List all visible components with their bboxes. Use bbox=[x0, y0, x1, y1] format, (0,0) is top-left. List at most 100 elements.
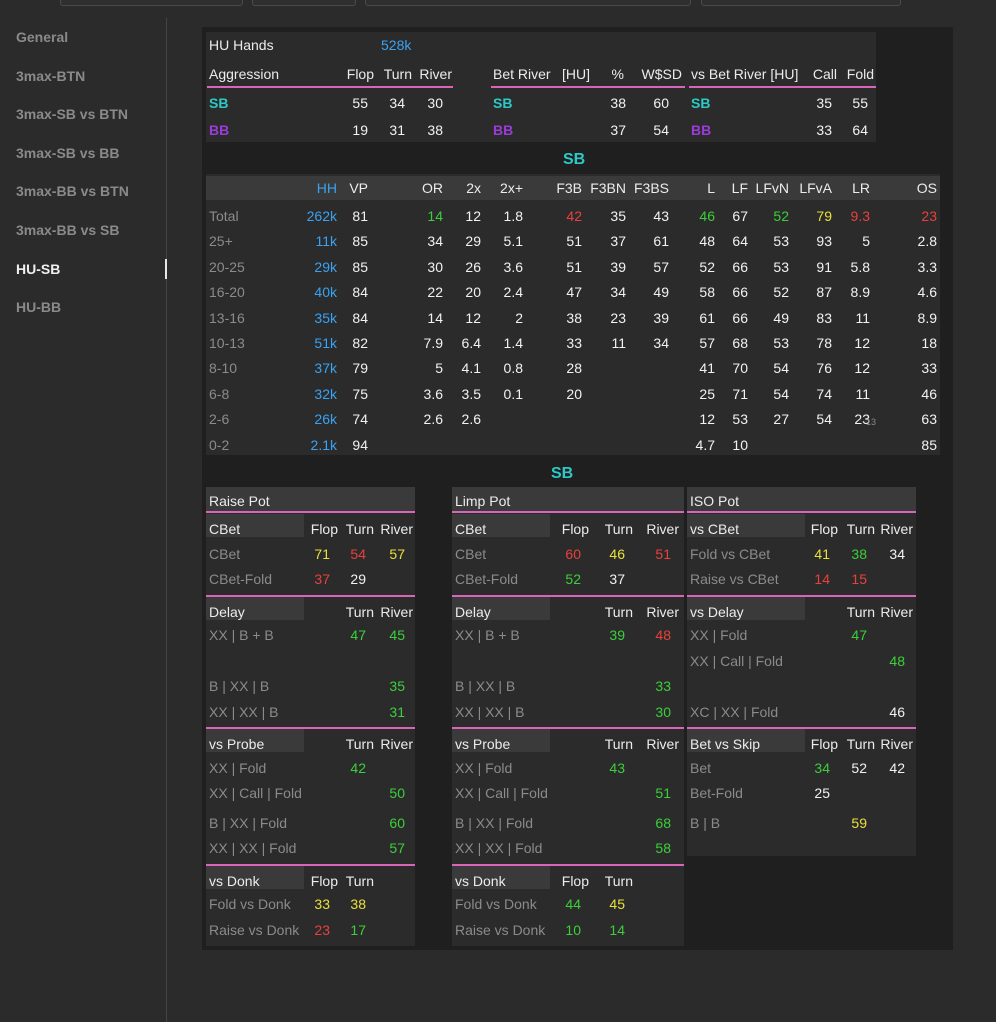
bet-river-bb-pct: 37 bbox=[610, 122, 626, 138]
iso-bet_vs_skip-row-label: Bet bbox=[690, 760, 712, 776]
col-header-or: OR bbox=[422, 180, 443, 196]
stack-cell-vp: 94 bbox=[352, 436, 368, 453]
limp-probe-row-label: B | XX | Fold bbox=[455, 815, 534, 831]
limp-donk-row-label: Fold vs Donk bbox=[455, 896, 537, 912]
vs-bet-river-bb: BB bbox=[691, 122, 712, 138]
stack-cell-f3bs: 49 bbox=[653, 284, 669, 301]
sidebar-item-3max-bb-vs-btn[interactable]: 3max-BB vs BTN bbox=[16, 183, 129, 200]
stack-cell-or: 14 bbox=[427, 208, 443, 224]
stack-cell-or: 5 bbox=[435, 360, 443, 377]
stack-cell-2x: 3.5 bbox=[461, 385, 481, 402]
sidebar-item-3max-sb-vs-btn[interactable]: 3max-SB vs BTN bbox=[16, 106, 129, 123]
stack-cell-l: 58 bbox=[699, 284, 715, 301]
sidebar-item-hu-sb[interactable]: HU-SB bbox=[0, 250, 167, 289]
stack-cell-f3b: 51 bbox=[566, 258, 582, 275]
stack-row-label: 2-6 bbox=[209, 411, 230, 428]
stack-cell-os: 33 bbox=[921, 360, 937, 377]
limp-donk-col-turn: Turn bbox=[604, 873, 633, 889]
stack-cell-vp: 74 bbox=[352, 411, 368, 428]
col-header-hh: HH bbox=[316, 180, 337, 196]
stack-cell-2x: 5.1 bbox=[503, 233, 523, 250]
col-header-f3bs: F3BS bbox=[633, 180, 669, 196]
sidebar-item-hu-bb[interactable]: HU-BB bbox=[16, 299, 62, 316]
aggression-col-river: River bbox=[419, 66, 452, 82]
stack-cell-lf: 53 bbox=[732, 411, 748, 428]
stack-cell-lf: 67 bbox=[732, 208, 748, 224]
iso-vs_delay-row-label: XC | XX | Fold bbox=[690, 704, 779, 720]
stack-cell-hh: 35k bbox=[314, 309, 337, 326]
stack-cell-os: 3.3 bbox=[917, 258, 937, 275]
stack-cell-l: 57 bbox=[699, 335, 715, 351]
stack-cell-vp: 85 bbox=[352, 258, 368, 275]
limp-delay-cell: 48 bbox=[655, 627, 671, 643]
bet-river-sb: SB bbox=[493, 95, 513, 111]
stack-cell-l: 52 bbox=[699, 258, 715, 275]
limp-delay-header-bg bbox=[452, 597, 550, 620]
stack-cell-f3bn: 34 bbox=[610, 284, 626, 301]
sidebar-item-general[interactable]: General bbox=[16, 29, 69, 45]
stack-row-label: 25+ bbox=[209, 233, 233, 250]
raise-donk-cell: 38 bbox=[350, 896, 366, 912]
stack-cell-f3b: 51 bbox=[566, 233, 582, 250]
stack-cell-hh: 51k bbox=[314, 335, 337, 351]
sidebar-item-3max-sb-vs-bb[interactable]: 3max-SB vs BB bbox=[16, 144, 120, 161]
vs-bet-river-bb-call: 33 bbox=[816, 122, 832, 138]
limp-delay-cell: 30 bbox=[655, 704, 671, 720]
stack-cell-hh: 262k bbox=[306, 208, 337, 224]
raise-cbet-cell: 54 bbox=[350, 546, 366, 562]
limp-delay-row-label: B | XX | B bbox=[455, 678, 516, 694]
raise-probe-row-label: XX | Call | Fold bbox=[209, 785, 302, 801]
limp-delay-cell: 39 bbox=[609, 627, 625, 643]
raise-delay-cell: 47 bbox=[350, 627, 366, 643]
stack-cell-f3bs: 61 bbox=[653, 233, 669, 250]
col-header-lfva: LFvA bbox=[799, 180, 832, 196]
limp-donk-row-label: Raise vs Donk bbox=[455, 922, 546, 938]
stack-cell-f3bn: 23 bbox=[610, 309, 626, 326]
iso-bet_vs_skip-row-label: Bet-Fold bbox=[690, 785, 743, 801]
stack-cell-hh: 40k bbox=[314, 284, 337, 301]
iso-vs_cbet-header-bg bbox=[687, 514, 805, 537]
stack-cell-f3bs: 34 bbox=[653, 335, 669, 351]
col-header-f3bn: F3BN bbox=[590, 180, 626, 196]
raise-probe-row-label: XX | Fold bbox=[209, 760, 267, 776]
stack-cell-2x: 1.4 bbox=[503, 335, 523, 351]
stack-cell-hh: 37k bbox=[314, 360, 337, 377]
stack-cell-lfva: 91 bbox=[816, 258, 832, 275]
aggression-bb-turn: 31 bbox=[389, 122, 405, 138]
col-header-2x: 2x+ bbox=[500, 180, 523, 196]
sidebar-item-3max-bb-vs-sb[interactable]: 3max-BB vs SB bbox=[16, 221, 120, 238]
sidebar-item-3max-btn[interactable]: 3max-BTN bbox=[16, 67, 86, 84]
stack-cell-lfvn: 52 bbox=[773, 284, 789, 301]
stack-cell-lfvn: 52 bbox=[773, 208, 789, 224]
raise-donk-divider bbox=[206, 864, 415, 866]
limp-donk-cell: 10 bbox=[565, 922, 581, 938]
stack-row-label: 16-20 bbox=[209, 284, 245, 301]
raise-cbet-title: CBet bbox=[209, 521, 241, 537]
limp-donk-cell: 14 bbox=[609, 922, 625, 938]
toolbar-button[interactable] bbox=[701, 0, 901, 6]
toolbar-button[interactable] bbox=[365, 0, 691, 6]
raise-delay-col-turn: Turn bbox=[345, 604, 374, 620]
stack-cell-or: 30 bbox=[427, 258, 443, 275]
stack-cell-os: 85 bbox=[921, 436, 937, 453]
limp-cbet-cell: 46 bbox=[609, 546, 625, 562]
col-header-lfvn: LFvN bbox=[755, 180, 789, 196]
stack-cell-l: 25 bbox=[699, 385, 715, 402]
toolbar-button[interactable] bbox=[252, 0, 356, 6]
stack-cell-f3bs: 43 bbox=[653, 208, 669, 224]
limp-donk-divider bbox=[452, 864, 684, 866]
stack-cell-os: 18 bbox=[921, 335, 937, 351]
col-header-f3b: F3B bbox=[556, 180, 582, 196]
stack-cell-lfvn: 53 bbox=[773, 258, 789, 275]
stack-cell-or: 22 bbox=[427, 284, 443, 301]
stack-cell-os: 4.6 bbox=[917, 284, 937, 301]
toolbar-button[interactable] bbox=[60, 0, 243, 6]
bet-river-col-pct: % bbox=[611, 66, 624, 82]
aggression-sb-turn: 34 bbox=[389, 95, 405, 111]
iso-vs_cbet-cell: 34 bbox=[889, 546, 905, 562]
stack-row-label: 20-25 bbox=[209, 258, 245, 275]
limp-probe-row-label: XX | Fold bbox=[455, 760, 513, 776]
iso-vs_delay-divider bbox=[687, 595, 916, 597]
vs-bet-river-sb-fold: 55 bbox=[852, 95, 868, 111]
stack-cell-vp: 81 bbox=[352, 208, 368, 224]
